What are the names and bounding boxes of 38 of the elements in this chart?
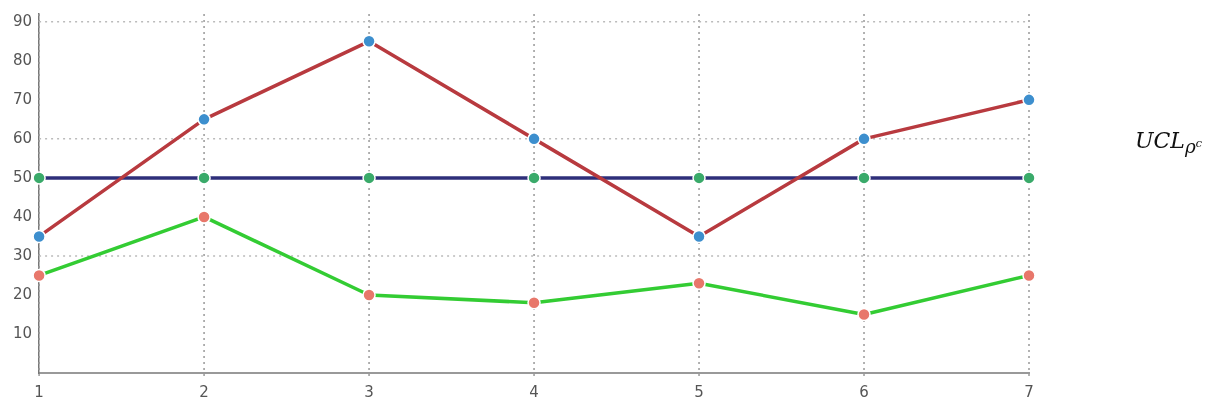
y-tick-label: 30	[12, 245, 33, 264]
point	[1022, 171, 1036, 185]
point	[527, 296, 541, 310]
point	[857, 307, 871, 322]
point	[197, 210, 211, 224]
y-tick-label: 40	[12, 206, 33, 225]
y-tick-label: 70	[12, 89, 33, 108]
x-tick-label: 2	[199, 382, 209, 401]
y-tick-label: 80	[12, 50, 33, 69]
point	[692, 171, 706, 185]
x-tick-label: 1	[34, 382, 44, 401]
x-tick-label: 3	[364, 382, 374, 401]
point	[692, 229, 706, 244]
point	[32, 268, 46, 283]
x-tick-label: 6	[859, 382, 869, 401]
x-tick-label: 5	[694, 382, 704, 401]
y-tick-label: 60	[12, 128, 33, 147]
point	[1022, 268, 1036, 283]
point	[857, 171, 871, 185]
point	[32, 229, 46, 244]
y-tick-label: 10	[12, 323, 33, 342]
point	[527, 132, 541, 146]
y-tick-label: 90	[12, 11, 33, 30]
point	[362, 288, 376, 302]
point	[197, 112, 211, 127]
x-tick-label: 4	[529, 382, 539, 401]
point	[32, 171, 46, 185]
point	[692, 276, 706, 290]
point	[197, 171, 211, 185]
point	[527, 171, 541, 185]
y-tick-label: 50	[12, 167, 33, 186]
point	[857, 132, 871, 146]
y-tick-label: 20	[12, 284, 33, 303]
text: UCL$_{ρᶜ}$	[1135, 128, 1203, 158]
point	[362, 171, 376, 185]
point	[362, 34, 376, 49]
point	[1022, 93, 1036, 107]
x-tick-label: 7	[1024, 382, 1034, 401]
